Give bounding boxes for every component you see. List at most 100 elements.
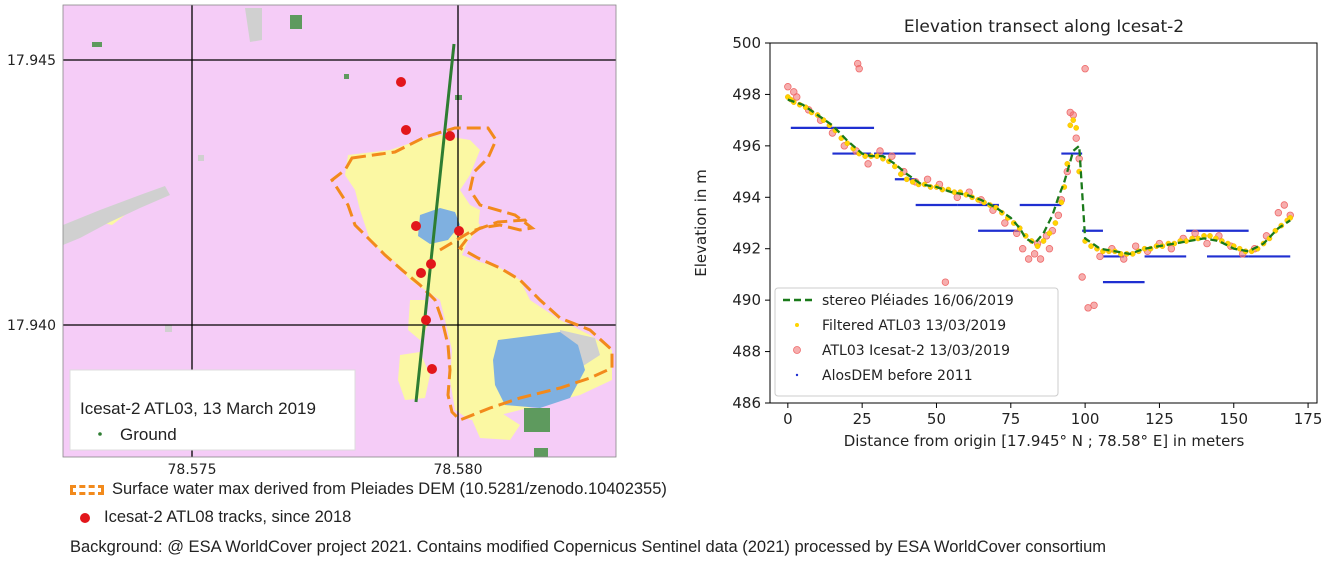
- map-x-tick-2: 78.580: [434, 462, 483, 478]
- y-tick-label: 500: [732, 34, 761, 52]
- filtered-atl03-point: [844, 140, 851, 147]
- elevation-chart: Elevation transect along Icesat-2 486 488…: [692, 17, 1322, 450]
- atl03-point: [1078, 273, 1086, 281]
- atl03-point: [1018, 245, 1027, 253]
- filtered-atl03-point: [951, 189, 958, 195]
- chart-y-axis-label: Elevation in m: [692, 169, 710, 277]
- atl03-point: [923, 175, 932, 183]
- red-dot-legend-icon: [80, 512, 90, 523]
- atl03-point: [864, 160, 872, 168]
- atl03-point: [1054, 211, 1063, 219]
- note-background-text: Background: @ ESA WorldCover project 202…: [70, 538, 1107, 556]
- atl08-point: [427, 364, 437, 374]
- note-background: Background: @ ESA WorldCover project 202…: [70, 538, 1106, 557]
- filtered-atl03-point: [892, 163, 898, 170]
- atl08-point: [454, 226, 464, 236]
- filtered-atl03-point: [1052, 220, 1059, 226]
- water-patches: [418, 208, 585, 408]
- x-tick-label: 25: [853, 410, 872, 428]
- map-y-tick-2: 17.940: [7, 318, 56, 334]
- atl03-point: [1069, 111, 1077, 119]
- y-tick-label: 486: [732, 394, 761, 412]
- note-atl08-text: Icesat-2 ATL08 tracks, since 2018: [104, 508, 352, 526]
- surface-water-max-outline-inner: [439, 218, 532, 252]
- filtered-atl03-point: [1058, 199, 1065, 206]
- chart-series-layers: [784, 59, 1294, 312]
- x-tick-label: 125: [1145, 410, 1174, 428]
- chart-legend-box: [774, 287, 1059, 397]
- atl03-point: [1131, 242, 1140, 250]
- atl03-point: [953, 193, 961, 201]
- legend-stereo-label: stereo Pléiades 16/06/2019: [822, 293, 1014, 309]
- atl03-point: [1167, 245, 1176, 253]
- atl08-point: [411, 221, 421, 231]
- y-tick-label: 498: [732, 85, 761, 103]
- x-tick-label: 0: [783, 410, 793, 428]
- chart-title: Elevation transect along Icesat-2: [904, 17, 1184, 37]
- atl03-point: [1072, 134, 1080, 142]
- map-frame: [62, 4, 617, 458]
- filtered-atl03-point: [1088, 243, 1094, 249]
- icesat2-ground-track: [414, 43, 456, 403]
- stereo-pleiades-line: [787, 98, 1291, 256]
- y-tick-label: 490: [732, 291, 761, 309]
- surface-water-max-outline: [329, 126, 614, 422]
- filtered-atl03-point: [1070, 117, 1077, 123]
- y-tick-label: 496: [732, 137, 761, 155]
- atl03-point: [1081, 65, 1089, 73]
- series-filtered-atl03: [785, 94, 1294, 257]
- note-surface-water: Surface water max derived from Pleiades …: [70, 480, 667, 499]
- atl08-point: [445, 131, 455, 141]
- chart-y-ticks: 486 488 490 492 494 496 498 500: [732, 34, 770, 412]
- chart-x-axis-label: Distance from origin [17.945° N ; 78.58°…: [844, 432, 1245, 450]
- filtered-atl03-point: [1287, 215, 1294, 221]
- filtered-atl03-point: [1046, 230, 1053, 237]
- map-legend-box: [69, 369, 356, 451]
- legend-alos-swatch: [795, 373, 799, 377]
- chart-legend: stereo Pléiades 16/06/2019 Filtered ATL0…: [774, 287, 1059, 397]
- y-tick-label: 492: [732, 240, 761, 258]
- atl03-point: [1036, 255, 1045, 263]
- atl03-point: [1096, 252, 1104, 261]
- atl08-point: [426, 259, 436, 269]
- dashed-rect-legend-icon: [70, 484, 104, 495]
- x-tick-label: 75: [1001, 410, 1020, 428]
- filtered-atl03-point: [1040, 238, 1047, 244]
- legend-alos-label: AlosDEM before 2011: [822, 368, 973, 384]
- filtered-atl03-point: [1207, 233, 1213, 239]
- atl03-point: [1013, 229, 1021, 237]
- legend-filtered-swatch: [795, 323, 799, 327]
- atl03-point: [941, 278, 950, 286]
- legend-atl03-swatch: [793, 346, 801, 354]
- atl03-point: [784, 83, 792, 91]
- atl03-point: [1045, 245, 1054, 253]
- filtered-atl03-point: [903, 176, 910, 183]
- atl03-point: [1203, 239, 1211, 248]
- atl03-point: [1024, 255, 1033, 263]
- note-atl08: Icesat-2 ATL08 tracks, since 2018: [70, 508, 351, 527]
- filtered-atl03-point: [1034, 243, 1041, 249]
- filtered-atl03-point: [1067, 122, 1074, 129]
- map-legend-title: Icesat-2 ATL03, 13 March 2019: [80, 399, 316, 418]
- atl03-point: [1001, 219, 1009, 227]
- x-tick-label: 175: [1294, 410, 1323, 428]
- tree-cover-patches: [92, 15, 550, 457]
- series-stereo-pleiades: [787, 98, 1291, 256]
- ground-marker-icon: [98, 432, 102, 436]
- atl08-point: [396, 77, 406, 87]
- filtered-atl03-point: [898, 171, 904, 177]
- map-y-tick-1: 17.945: [7, 53, 56, 69]
- chart-x-ticks: 0 25 50 75 100 125 150 175: [783, 403, 1322, 428]
- atl03-point: [1280, 201, 1288, 209]
- atl03-point: [793, 93, 801, 101]
- atl08-point: [421, 315, 431, 325]
- legend-atl03-label: ATL03 Icesat-2 13/03/2019: [822, 343, 1010, 359]
- y-tick-label: 494: [732, 188, 761, 206]
- atl03-point: [1120, 255, 1128, 263]
- land-cover-map: Icesat-2 ATL03, 13 March 2019 Ground 17.…: [7, 4, 617, 478]
- x-tick-label: 100: [1071, 410, 1100, 428]
- atl03-point: [888, 152, 896, 160]
- map-x-tick-1: 78.575: [168, 462, 217, 478]
- filtered-atl03-point: [1073, 125, 1080, 131]
- map-legend-ground: Ground: [120, 425, 177, 444]
